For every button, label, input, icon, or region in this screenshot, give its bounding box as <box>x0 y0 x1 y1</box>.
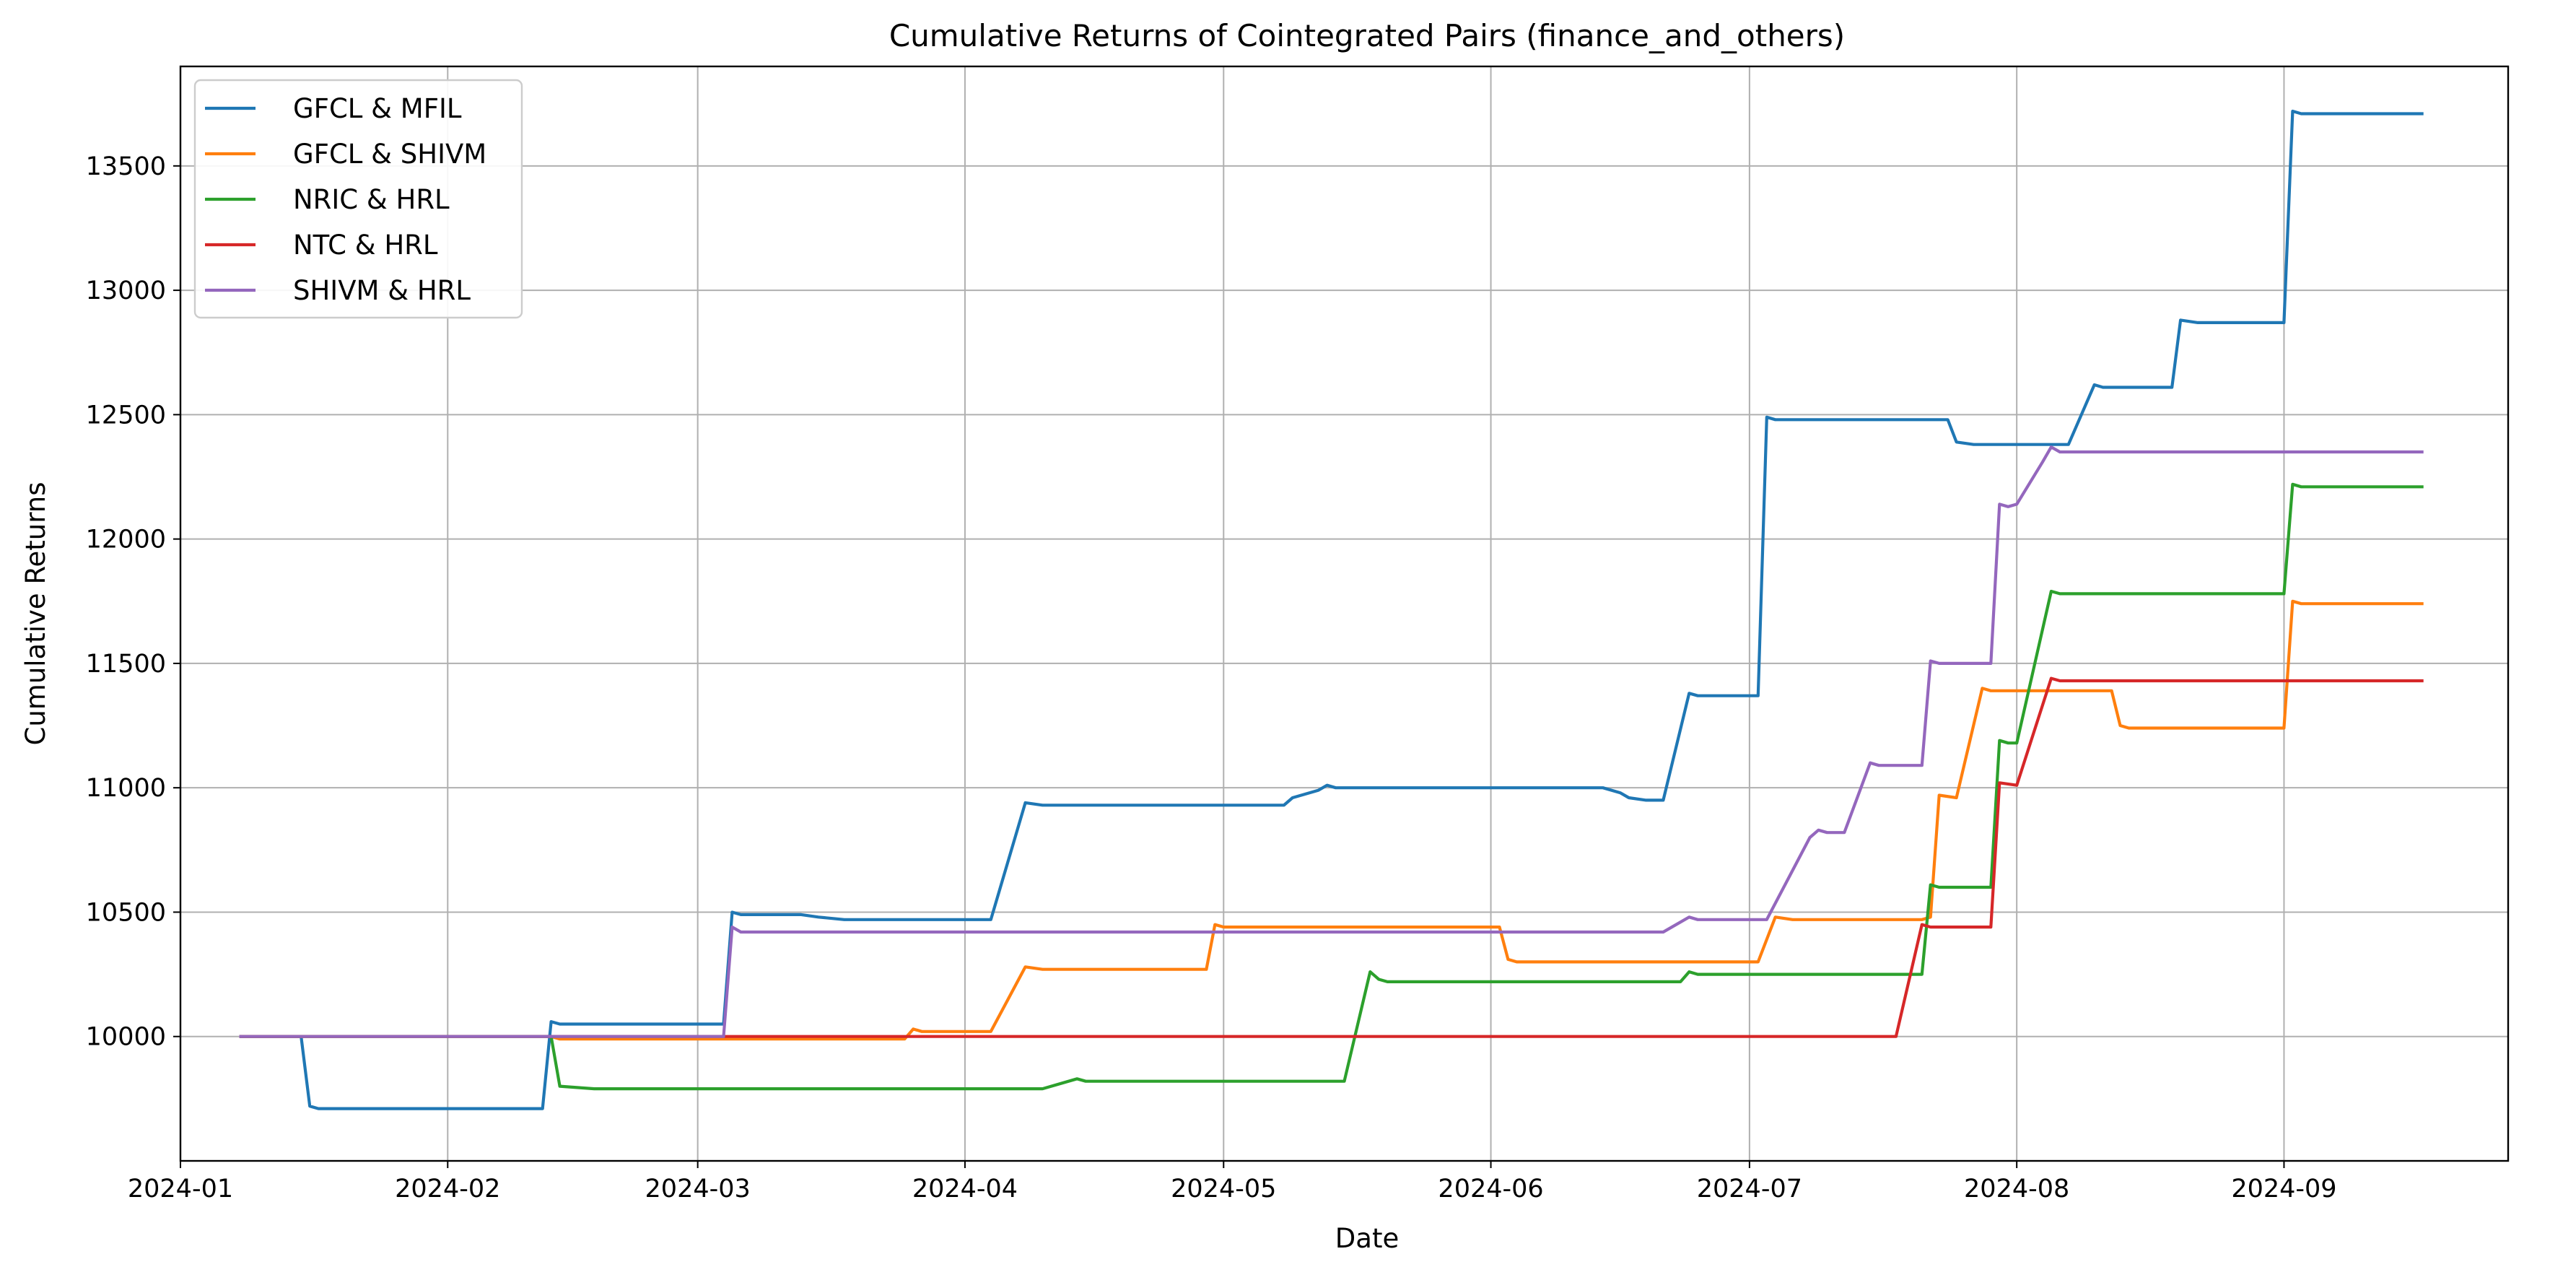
legend-items: GFCL & MFIL GFCL & SHIVM NRIC & HRL NTC & H… <box>205 93 486 306</box>
x-axis-label: Date <box>1335 1223 1399 1254</box>
x-tick-label: 2024-09 <box>2231 1175 2336 1203</box>
legend-label: NTC & HRL <box>293 230 438 261</box>
series-line-5 <box>239 445 2424 1038</box>
series-lines <box>239 109 2424 1110</box>
x-tick-label: 2024-01 <box>128 1175 233 1203</box>
x-tick-label: 2024-05 <box>1171 1175 1276 1203</box>
y-axis-label: Cumulative Returns <box>20 482 51 746</box>
series-line-2 <box>239 599 2424 1041</box>
series-line-3 <box>239 482 2424 1091</box>
legend: GFCL & MFIL GFCL & SHIVM NRIC & HRL NTC & H… <box>193 79 523 319</box>
legend-box <box>193 79 523 319</box>
x-tick-label: 2024-04 <box>912 1175 1018 1203</box>
y-axis-ticks: 10000 10500 11000 11500 12000 12500 13000 13500 <box>86 152 180 1052</box>
x-axis-ticks: 2024-01 2024-02 2024-03 2024-04 2024-05 2024-… <box>128 1161 2337 1203</box>
x-tick-label: 2024-07 <box>1697 1175 1802 1203</box>
legend-label: NRIC & HRL <box>293 184 450 215</box>
plot-frame <box>179 65 2510 1162</box>
y-tick-label: 10500 <box>86 898 166 927</box>
y-tick-label: 12500 <box>86 401 166 430</box>
y-tick-label: 13000 <box>86 277 166 305</box>
y-tick-label: 12000 <box>86 526 166 554</box>
legend-label: SHIVM & HRL <box>293 275 471 306</box>
legend-label: GFCL & SHIVM <box>293 139 486 170</box>
y-tick-label: 11500 <box>86 650 166 679</box>
legend-label: GFCL & MFIL <box>293 93 462 124</box>
y-tick-label: 10000 <box>86 1023 166 1052</box>
x-tick-label: 2024-02 <box>395 1175 500 1203</box>
series-line-4 <box>239 676 2424 1038</box>
x-tick-label: 2024-08 <box>1964 1175 2069 1203</box>
x-tick-label: 2024-03 <box>645 1175 751 1203</box>
y-tick-label: 13500 <box>86 152 166 181</box>
y-tick-label: 11000 <box>86 774 166 803</box>
chart-title: Cumulative Returns of Cointegrated Pairs… <box>889 18 1845 53</box>
x-tick-label: 2024-06 <box>1438 1175 1543 1203</box>
